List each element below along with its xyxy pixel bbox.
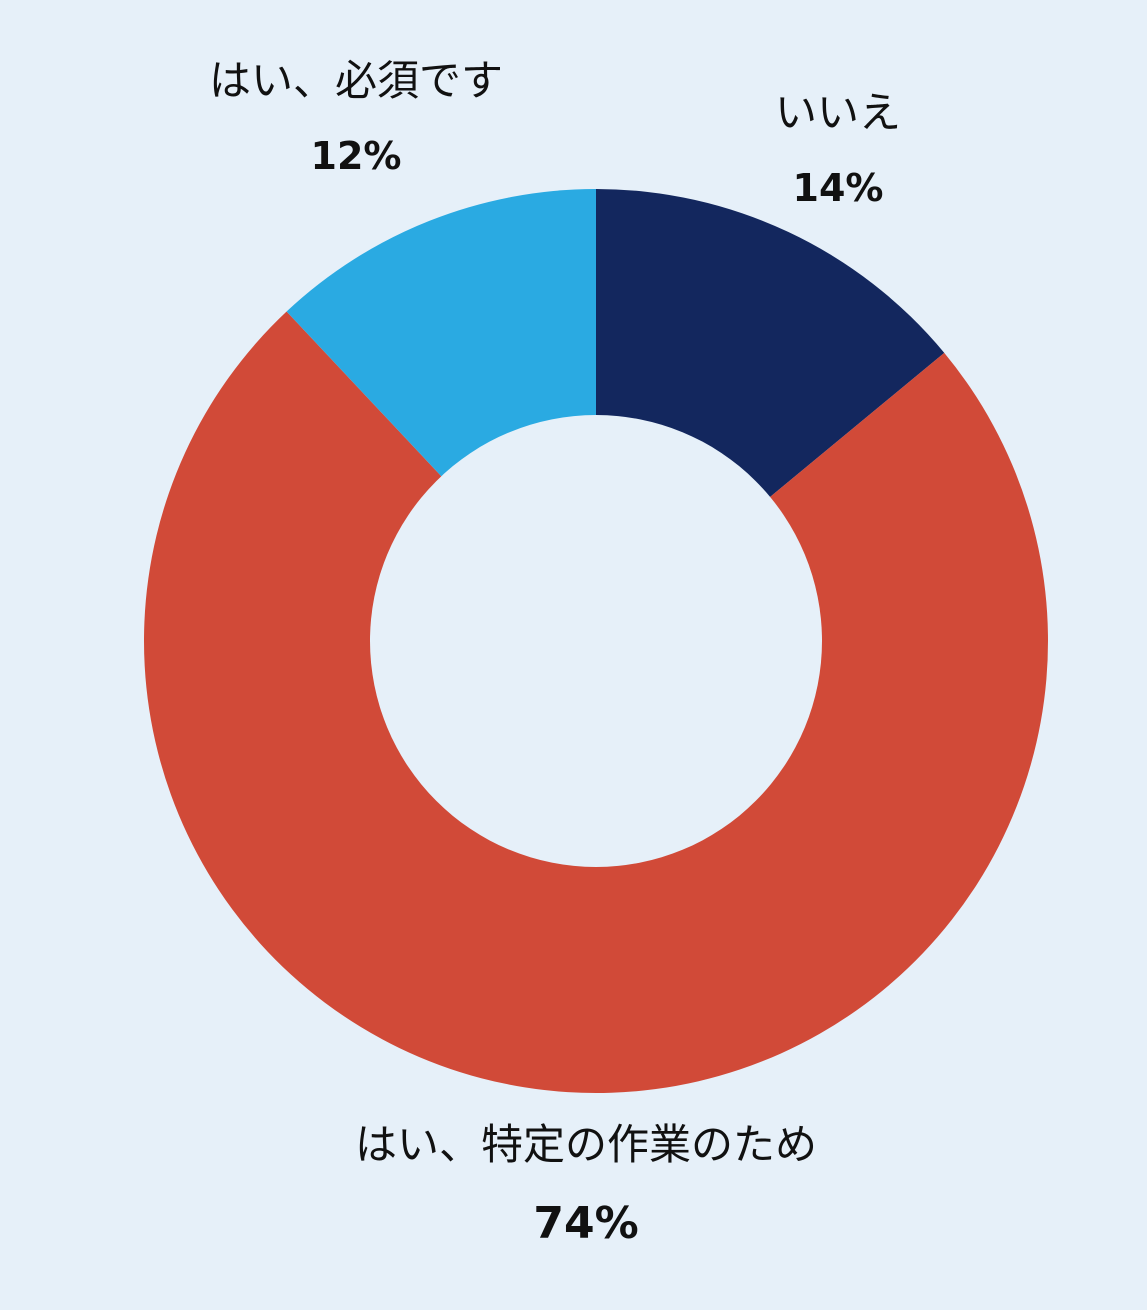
slice-label-yes-specific-tasks: はい、特定の作業のため 74% bbox=[355, 1120, 817, 1251]
slice-label-yes-required: はい、必須です 12% bbox=[209, 56, 503, 180]
slice-value-yes-required: 12% bbox=[310, 134, 402, 179]
slice-label-no: いいえ 14% bbox=[775, 88, 901, 212]
slice-name-no: いいえ bbox=[774, 88, 902, 137]
slice-value-yes-specific-tasks: 74% bbox=[533, 1198, 639, 1250]
slice-name-yes-specific-tasks: はい、特定の作業のため bbox=[354, 1120, 818, 1169]
slice-name-yes-required: はい、必須です bbox=[208, 56, 504, 105]
donut-hole bbox=[370, 415, 822, 867]
slice-value-no: 14% bbox=[792, 166, 884, 211]
